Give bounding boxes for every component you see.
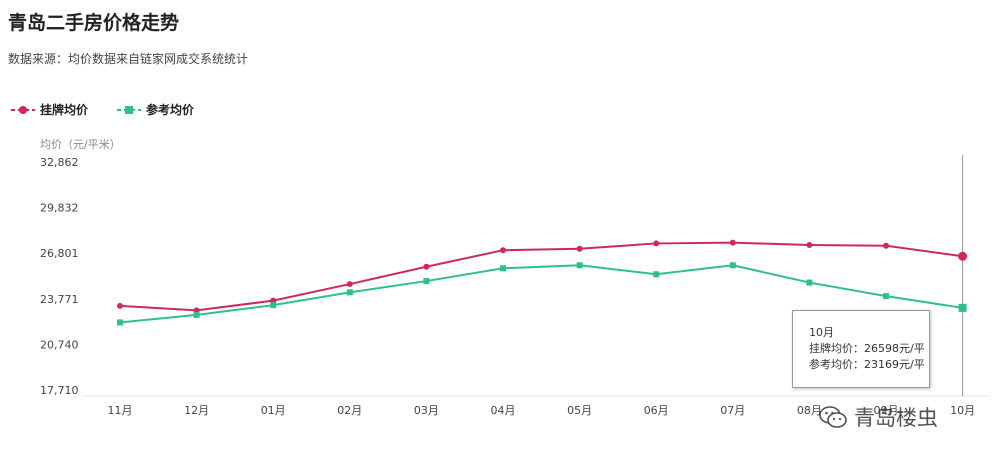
data-point-reference xyxy=(346,289,353,296)
y-tick-label: 32,862 xyxy=(40,156,79,169)
watermark-text: 青岛楼虫 xyxy=(854,406,938,430)
data-point-listing xyxy=(500,247,506,254)
data-point-listing xyxy=(346,281,353,288)
data-point-listing xyxy=(423,263,430,270)
data-point-reference xyxy=(270,302,277,309)
data-point-listing xyxy=(270,297,277,304)
data-point-listing xyxy=(883,242,889,249)
data-point-reference xyxy=(576,262,583,269)
x-tick-label: 09月 xyxy=(874,404,899,417)
data-point-listing xyxy=(958,251,968,261)
data-point-reference xyxy=(883,293,889,300)
y-tick-label: 20,740 xyxy=(40,338,79,351)
legend-label-listing: 挂牌均价 xyxy=(40,103,89,117)
legend-marker-reference xyxy=(117,105,142,114)
data-point-reference xyxy=(653,271,660,278)
x-tick-label: 06月 xyxy=(644,404,669,417)
tooltip-month: 10月 xyxy=(809,326,834,339)
data-point-listing xyxy=(576,245,583,252)
x-tick-label: 04月 xyxy=(491,404,516,417)
tooltip: 10月 挂牌均价：26598元/平 参考均价：23169元/平 xyxy=(792,310,930,388)
data-source-note: 数据来源：均价数据来自链家网成交系统统计 xyxy=(8,52,249,66)
x-tick-label: 02月 xyxy=(337,404,362,417)
tooltip-reference-price: 参考均价：23169元/平 xyxy=(809,358,925,371)
watermark: 青岛楼虫 xyxy=(818,402,938,432)
x-tick-label: 11月 xyxy=(108,404,133,417)
data-point-reference xyxy=(193,311,200,318)
data-point-listing xyxy=(193,307,200,314)
y-axis-label: 均价（元/平米） xyxy=(40,138,121,151)
series-line-listing xyxy=(119,241,963,312)
legend-marker-listing xyxy=(11,105,35,114)
data-point-reference xyxy=(500,265,506,272)
x-tick-label: 03月 xyxy=(414,404,439,417)
data-point-reference xyxy=(423,278,430,285)
x-tick-label: 07月 xyxy=(720,404,745,417)
y-tick-label: 26,801 xyxy=(40,247,79,260)
data-point-reference xyxy=(958,303,967,312)
y-tick-label: 17,710 xyxy=(40,384,79,397)
x-tick-label: 01月 xyxy=(261,404,286,417)
x-tick-label: 05月 xyxy=(567,404,592,417)
x-tick-label: 08月 xyxy=(797,404,822,417)
data-point-listing xyxy=(653,240,660,247)
data-point-listing xyxy=(117,302,123,309)
data-point-listing xyxy=(806,241,813,248)
tooltip-listing-price: 挂牌均价：26598元/平 xyxy=(809,342,925,355)
x-tick-label: 12月 xyxy=(184,404,209,417)
data-point-listing xyxy=(729,239,736,246)
x-tick-label: 10月 xyxy=(950,404,975,417)
legend-label-reference: 参考均价 xyxy=(146,103,195,117)
legend: 挂牌均价 参考均价 xyxy=(10,101,194,118)
data-point-reference xyxy=(117,319,123,326)
y-tick-label: 23,771 xyxy=(40,293,79,306)
legend-item-listing[interactable]: 挂牌均价 xyxy=(10,101,88,118)
legend-item-reference[interactable]: 参考均价 xyxy=(116,101,194,118)
chart-title: 青岛二手房价格走势 xyxy=(8,12,180,34)
wechat-icon xyxy=(819,406,847,428)
data-point-reference xyxy=(806,279,813,286)
y-tick-label: 29,832 xyxy=(40,202,79,215)
series-line-reference xyxy=(119,264,963,324)
data-point-reference xyxy=(729,262,736,269)
